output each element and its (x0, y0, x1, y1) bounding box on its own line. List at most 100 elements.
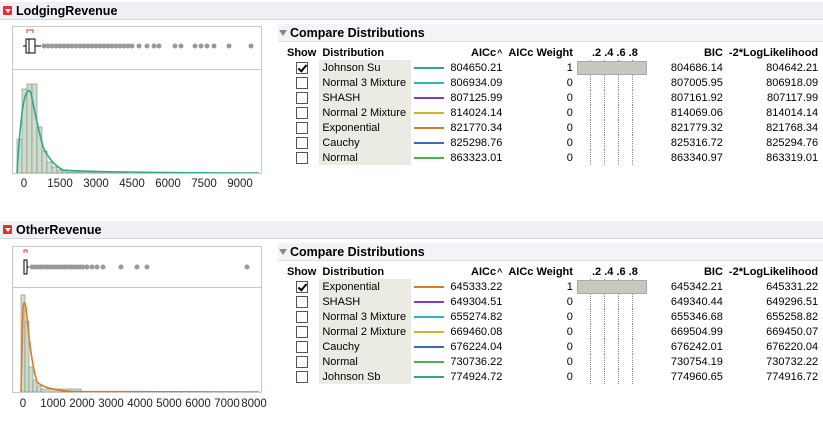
disclosure-red-triangle-icon[interactable] (3, 6, 12, 15)
legend-swatch (414, 360, 445, 363)
show-checkbox[interactable] (295, 295, 308, 308)
legend-swatch (414, 66, 445, 69)
table-row: Johnson Sb 774924.72 0 774960.65 774916.72 (284, 369, 821, 384)
show-checkbox[interactable] (295, 280, 308, 293)
bic-value: 825316.72 (670, 136, 723, 149)
legend-swatch-cell (411, 369, 447, 384)
disclosure-red-triangle-icon[interactable] (3, 225, 12, 234)
aicc-weight-value: 0 (566, 106, 573, 119)
col-header-distribution[interactable]: Distribution (319, 264, 412, 279)
loglik-value: 676220.04 (766, 340, 819, 353)
section-header-lodging: LodgingRevenue (0, 2, 823, 20)
axis-tick-label: 6000 (155, 178, 181, 190)
col-header-loglik[interactable]: -2*LogLikelihood (725, 264, 822, 279)
col-header-aicc[interactable]: AICc^ (447, 45, 506, 60)
legend-swatch (414, 126, 445, 129)
disclosure-triangle-icon[interactable] (279, 29, 287, 36)
histogram-lodging (16, 83, 260, 173)
axis-tick-label: 3000 (98, 398, 124, 410)
col-header-show[interactable]: Show (284, 45, 320, 60)
disclosure-triangle-icon[interactable] (279, 248, 287, 255)
loglik-value: 804642.21 (766, 61, 819, 74)
compare-distributions-panel-other: Compare Distributions Show Distribution … (278, 243, 823, 384)
aicc-weight-bar (576, 60, 654, 75)
bic-value: 669504.99 (670, 325, 723, 338)
distribution-name: Johnson Su (319, 60, 412, 75)
axis-tick-label: 9000 (227, 178, 253, 190)
show-checkbox[interactable] (295, 310, 308, 323)
show-checkbox[interactable] (295, 325, 308, 338)
axis-tick-label: 5000 (156, 398, 182, 410)
histogram-other (20, 294, 260, 392)
aicc-weight-value: 0 (566, 340, 573, 353)
aicc-value: 806934.09 (450, 76, 503, 89)
show-checkbox[interactable] (295, 91, 308, 104)
table-row: Normal 3 Mixture 806934.09 0 807005.95 80691… (284, 75, 821, 90)
aicc-weight-value: 1 (566, 280, 573, 293)
distribution-plot-lodging (12, 26, 262, 174)
aicc-weight-bar (576, 120, 654, 135)
table-row: SHASH 807125.99 0 807161.92 807117.99 (284, 90, 821, 105)
bic-value: 807005.95 (670, 76, 723, 89)
loglik-value: 774916.72 (766, 370, 819, 383)
table-row: Normal 3 Mixture 655274.82 0 655346.68 65525… (284, 309, 821, 324)
axis-tick-label: 7000 (214, 398, 240, 410)
show-checkbox[interactable] (295, 61, 308, 74)
show-checkbox[interactable] (295, 370, 308, 383)
loglik-value: 825294.76 (766, 136, 819, 149)
show-cell (284, 324, 319, 339)
show-checkbox[interactable] (295, 121, 308, 134)
aicc-weight-bar (576, 294, 654, 309)
show-checkbox[interactable] (295, 136, 308, 149)
show-cell (284, 309, 319, 324)
show-checkbox[interactable] (295, 340, 308, 353)
table-row: Normal 863323.01 0 863340.97 863319.01 (284, 150, 821, 165)
show-cell (284, 339, 319, 354)
show-checkbox[interactable] (295, 76, 308, 89)
aicc-value: 863323.01 (450, 151, 503, 164)
col-header-distribution[interactable]: Distribution (319, 45, 412, 60)
loglik-value: 814014.14 (766, 106, 819, 119)
bic-value: 730754.19 (670, 355, 723, 368)
distribution-name: Exponential (319, 279, 412, 294)
compare-distributions-table: Show Distribution AICc^ AICc Weight .2 .… (284, 45, 822, 165)
bic-value: 804686.14 (670, 61, 723, 74)
show-checkbox[interactable] (295, 151, 308, 164)
aicc-value: 669460.08 (450, 325, 503, 338)
aicc-weight-bar (576, 135, 654, 150)
legend-swatch (414, 96, 445, 99)
table-row: Cauchy 676224.04 0 676242.01 676220.04 (284, 339, 821, 354)
compare-distributions-header[interactable]: Compare Distributions (278, 243, 823, 261)
col-header-loglik[interactable]: -2*LogLikelihood (725, 45, 822, 60)
table-row: Exponential 821770.34 0 821779.32 821768.34 (284, 120, 821, 135)
axis-tick-label: 0 (20, 178, 28, 190)
aicc-weight-bar (576, 339, 654, 354)
aicc-weight-bar (576, 324, 654, 339)
col-header-bic[interactable]: BIC (653, 264, 726, 279)
bic-value: 655346.68 (670, 310, 723, 323)
distribution-name: Normal 3 Mixture (319, 309, 412, 324)
section-title: OtherRevenue (16, 222, 102, 237)
col-header-bic[interactable]: BIC (653, 45, 726, 60)
distribution-name: Normal 2 Mixture (319, 105, 412, 120)
aicc-value: 774924.72 (450, 370, 503, 383)
col-header-aicc[interactable]: AICc^ (447, 264, 506, 279)
col-header-aicc-weight[interactable]: AICc Weight (505, 45, 576, 60)
distribution-name: Exponential (319, 120, 412, 135)
bic-value: 807161.92 (670, 91, 723, 104)
compare-distributions-title: Compare Distributions (290, 244, 425, 259)
aicc-value: 821770.34 (450, 121, 503, 134)
legend-swatch-cell (411, 75, 447, 90)
bic-value: 863340.97 (670, 151, 723, 164)
compare-distributions-header[interactable]: Compare Distributions (278, 24, 823, 42)
col-header-show[interactable]: Show (284, 264, 320, 279)
axis-tick-label: 1000 (40, 398, 66, 410)
axis-tick-label: 4500 (119, 178, 145, 190)
col-header-aicc-weight[interactable]: AICc Weight (505, 264, 576, 279)
show-checkbox[interactable] (295, 355, 308, 368)
table-row: Exponential 645333.22 1 645342.21 645331.22 (284, 279, 821, 294)
sort-ascending-icon: ^ (497, 47, 503, 58)
axis-tick-label: 6000 (185, 398, 211, 410)
table-row: Normal 2 Mixture 814024.14 0 814069.06 81401… (284, 105, 821, 120)
show-checkbox[interactable] (295, 106, 308, 119)
